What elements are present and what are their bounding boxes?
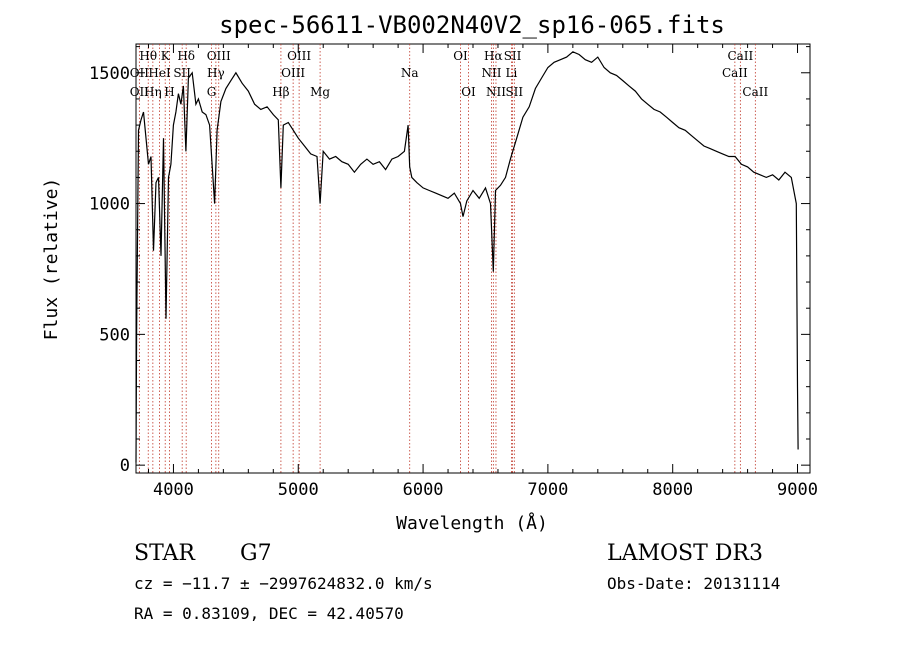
x-axis-label: Wavelength (Å) [396, 512, 548, 534]
spectral-line-label: Hγ [207, 66, 225, 80]
spectral-line-label: Hθ [139, 49, 157, 63]
spectral-line-label: SII [173, 66, 191, 80]
x-tick-label: 9000 [777, 480, 818, 500]
spectral-line-label: SII [505, 85, 523, 99]
spectral-line-label: OI [453, 49, 468, 63]
spectral-line-label: Mg [310, 85, 330, 99]
spectral-line-label: Hα [484, 49, 503, 63]
x-tick-label: 6000 [403, 480, 444, 500]
survey-name: LAMOST DR3 [607, 541, 763, 566]
obs-date: Obs-Date: 20131114 [607, 574, 780, 593]
spectral-line-label: SII [504, 49, 522, 63]
x-axis-ticks: 4000 5000 6000 7000 8000 9000 [147, 44, 818, 500]
spectral-line-label: K [161, 49, 171, 63]
spectral-line-label: Hδ [177, 49, 195, 63]
ra-dec: RA = 0.83109, DEC = 42.40570 [134, 604, 404, 623]
spectral-line-label: Hβ [272, 85, 289, 99]
x-tick-label: 4000 [153, 480, 194, 500]
spectral-line-label: NII [486, 85, 506, 99]
spectral-line-markers [138, 44, 756, 473]
spectral-line-label: HeI [148, 66, 171, 80]
spectral-line-label: OI [461, 85, 476, 99]
x-tick-label: 5000 [278, 480, 319, 500]
y-axis-label: Flux (relative) [41, 178, 62, 341]
x-tick-label: 7000 [527, 480, 568, 500]
spectral-line-label: NII [481, 66, 501, 80]
spectral-line-label: OIII [281, 66, 305, 80]
y-tick-label: 1500 [89, 64, 130, 84]
y-tick-label: 0 [120, 456, 130, 476]
spectral-line-label: CaII [742, 85, 768, 99]
redshift-cz: cz = −11.7 ± −2997624832.0 km/s [134, 574, 433, 593]
spectral-line-label: OIII [207, 49, 231, 63]
x-tick-label: 8000 [652, 480, 693, 500]
object-subclass: G7 [240, 541, 272, 566]
y-axis-ticks: 0 500 1000 1500 [89, 46, 810, 476]
chart-title: spec-56611-VB002N40V2_sp16-065.fits [219, 11, 725, 39]
spectral-line-label: H [164, 85, 174, 99]
object-class: STAR [134, 541, 196, 566]
spectral-line-label: G [207, 85, 217, 99]
plot-frame [135, 43, 811, 474]
spectrum-series-line [135, 51, 799, 463]
spectral-line-label: Li [506, 66, 518, 80]
spectral-line-label: Na [401, 66, 419, 80]
y-tick-label: 1000 [89, 195, 130, 215]
spectral-line-label: OII [130, 85, 150, 99]
spectral-line-label: OIII [287, 49, 311, 63]
spectral-line-label: Hη [144, 85, 162, 99]
spectral-line-label: CaII [722, 66, 748, 80]
spectral-line-label: CaII [727, 49, 753, 63]
y-tick-label: 500 [99, 325, 130, 345]
